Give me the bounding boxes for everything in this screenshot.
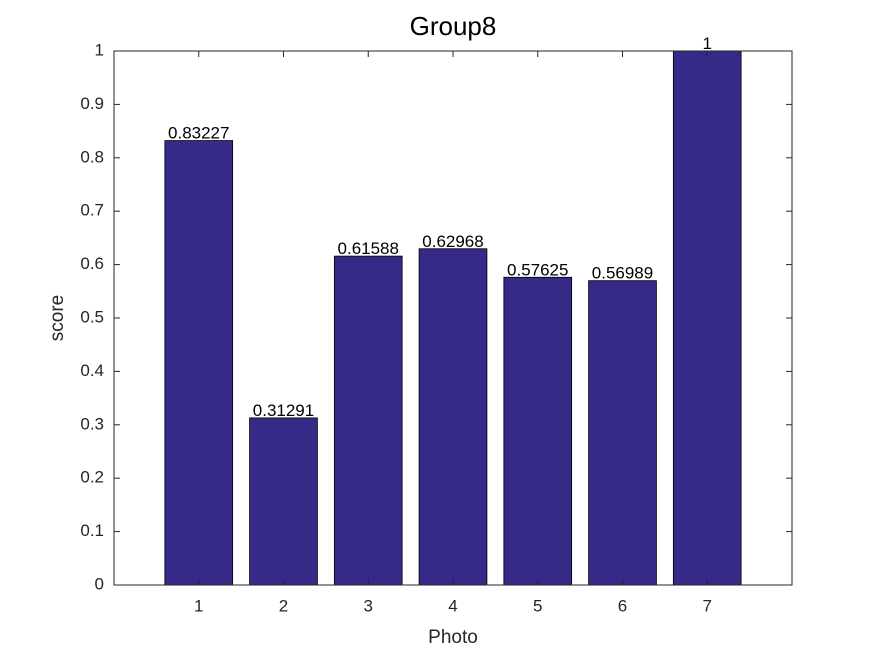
bar [418, 248, 488, 586]
y-tick-label: 0.6 [80, 254, 104, 273]
x-tick-label: 4 [448, 596, 457, 615]
bar [672, 50, 742, 586]
x-tick-label: 2 [279, 596, 288, 615]
data-label: 0.61588 [338, 239, 399, 258]
x-tick-label: 5 [533, 596, 542, 615]
y-tick-label: 0.1 [80, 521, 104, 540]
bar [503, 276, 573, 586]
x-tick-label: 1 [194, 596, 203, 615]
bar [588, 280, 657, 586]
y-tick-label: 0.2 [80, 468, 104, 487]
x-axis-label: Photo [428, 627, 478, 648]
x-tick-label: 6 [618, 596, 627, 615]
data-label: 0.62968 [422, 232, 483, 251]
bar [333, 255, 403, 586]
y-axis-label: score [47, 295, 68, 341]
y-tick-label: 0.4 [80, 361, 104, 380]
bar [249, 417, 318, 586]
x-tick-label: 3 [364, 596, 373, 615]
bar [164, 140, 234, 586]
data-label: 0.83227 [168, 124, 229, 143]
y-tick-label: 0.7 [80, 201, 104, 220]
y-tick-label: 0 [95, 574, 104, 593]
data-label: 0.57625 [507, 260, 568, 279]
y-tick-label: 0.9 [80, 94, 104, 113]
data-label: 0.56989 [592, 264, 653, 283]
chart-title: Group8 [410, 11, 497, 41]
data-label: 0.31291 [253, 401, 314, 420]
y-tick-label: 0.5 [80, 307, 104, 326]
y-tick-label: 1 [95, 40, 104, 59]
data-label: 1 [703, 34, 712, 53]
y-tick-label: 0.3 [80, 414, 104, 433]
y-tick-label: 0.8 [80, 147, 104, 166]
x-tick-label: 7 [703, 596, 712, 615]
